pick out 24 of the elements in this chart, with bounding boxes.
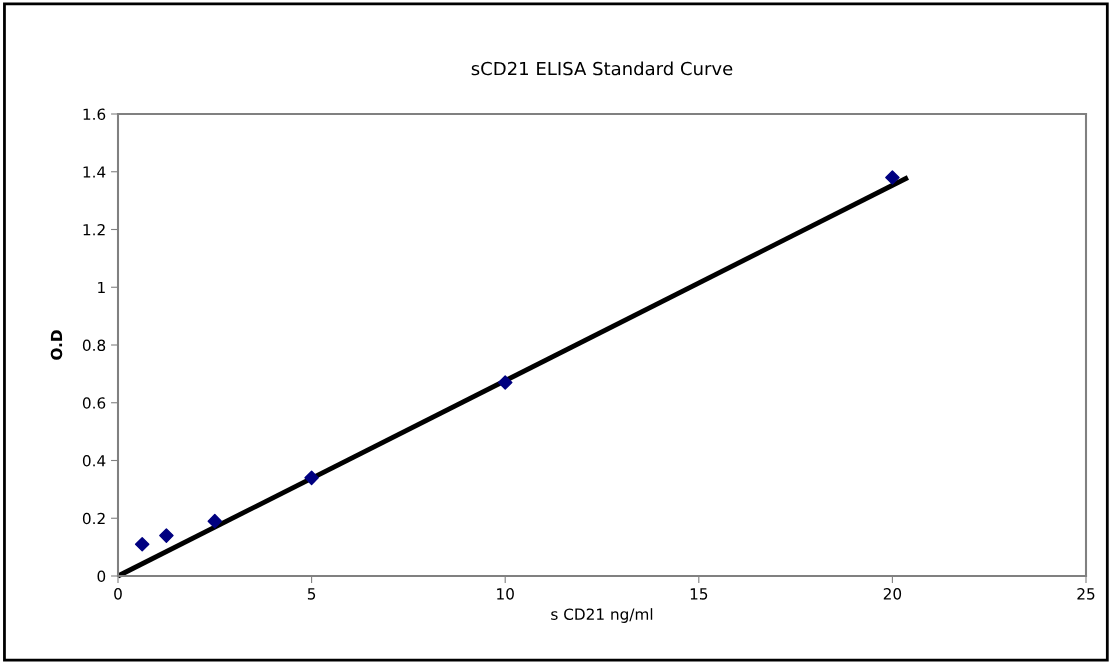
x-axis-title: s CD21 ng/ml xyxy=(551,608,653,623)
y-tick-label: 0.6 xyxy=(82,397,106,409)
y-tick-label: 1.2 xyxy=(83,223,105,236)
x-tick-label: 25 xyxy=(1077,588,1095,600)
point xyxy=(159,528,174,543)
y-tick-label: 1.4 xyxy=(83,166,106,178)
y-tick-label: 1 xyxy=(98,281,105,294)
x-tick-label: 0 xyxy=(114,588,122,600)
y-tick-label: 0 xyxy=(97,570,106,583)
point xyxy=(885,170,900,185)
y-tick-label: 0.4 xyxy=(82,454,106,467)
y-axis-title: O.D xyxy=(50,330,63,360)
x-tick-label: 20 xyxy=(883,588,902,600)
y-tick-label: 1.6 xyxy=(83,108,106,121)
point xyxy=(304,470,319,486)
point xyxy=(497,375,513,390)
x-tick-label: 10 xyxy=(497,588,514,600)
chart-title: sCD21 ELISA Standard Curve xyxy=(471,61,733,76)
point xyxy=(207,513,223,529)
x-tick-label: 15 xyxy=(690,588,708,600)
y-tick-label: 0.2 xyxy=(82,512,105,525)
point xyxy=(134,536,150,552)
x-tick-label: 5 xyxy=(307,588,316,600)
y-tick-label: 0.8 xyxy=(82,339,106,352)
